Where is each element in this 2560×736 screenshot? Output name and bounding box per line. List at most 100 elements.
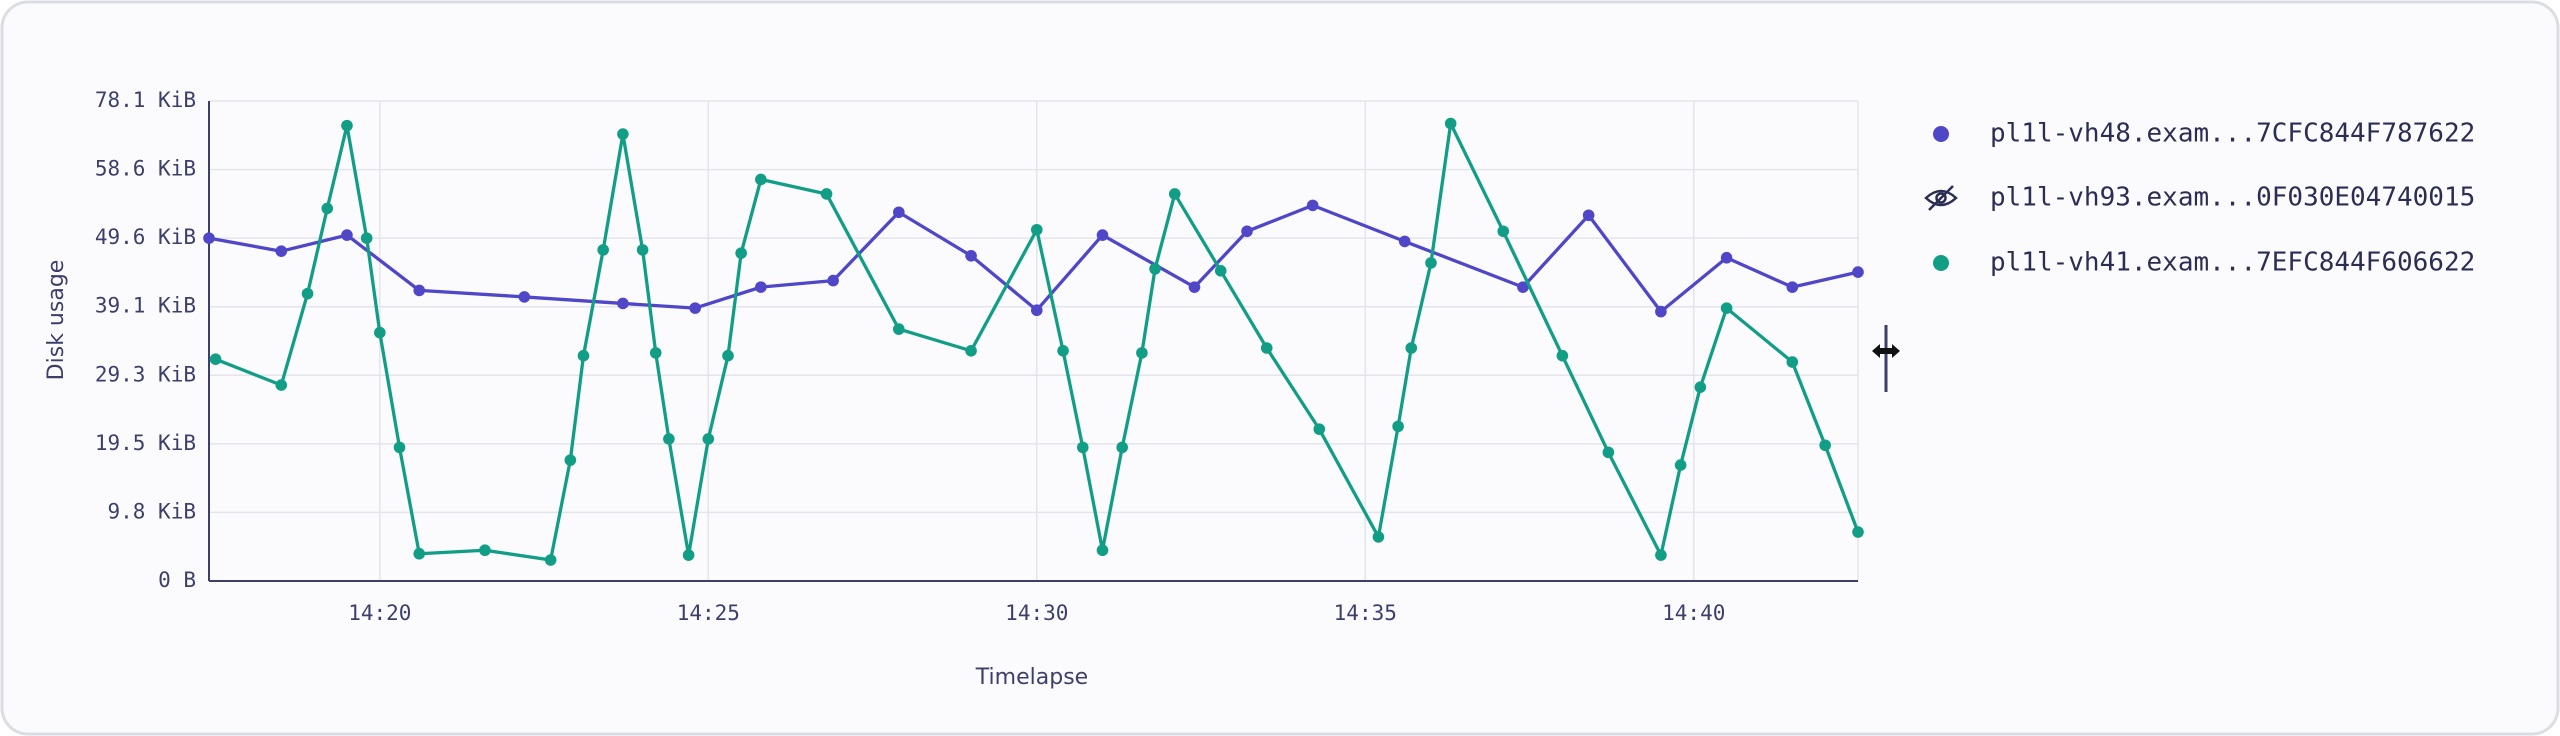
data-point — [663, 433, 675, 445]
x-tick-label: 14:20 — [348, 601, 411, 625]
legend-label[interactable]: pl1l-vh41.exam...7EFC844F606622 — [1990, 248, 2475, 278]
y-axis-label: Disk usage — [44, 260, 69, 381]
data-point — [203, 232, 215, 244]
data-point — [735, 247, 747, 259]
data-point — [1517, 281, 1529, 293]
data-point — [1556, 349, 1569, 362]
data-point — [755, 173, 767, 186]
data-point — [1096, 229, 1109, 241]
legend-marker[interactable] — [1933, 255, 1949, 271]
legend-label[interactable]: pl1l-vh48.exam...7CFC844F787622 — [1990, 119, 2475, 149]
data-point — [518, 291, 531, 303]
data-point — [1030, 223, 1043, 236]
data-point — [1076, 441, 1089, 454]
y-tick-label: 58.6 KiB — [95, 157, 196, 181]
x-axis-label: Timelapse — [975, 665, 1088, 690]
data-point — [1786, 356, 1799, 368]
data-point — [275, 245, 288, 258]
data-point — [577, 349, 590, 362]
data-point — [649, 347, 662, 359]
data-point — [1096, 544, 1109, 557]
data-point — [1425, 257, 1437, 269]
data-point — [1852, 526, 1864, 538]
y-tick-label: 9.8 KiB — [107, 499, 196, 523]
data-point — [1720, 302, 1733, 314]
data-point — [1136, 347, 1148, 359]
data-point — [393, 441, 406, 454]
data-point — [827, 274, 839, 287]
data-point — [1306, 199, 1319, 212]
y-tick-label: 78.1 KiB — [95, 88, 196, 112]
data-point — [682, 549, 695, 561]
data-point — [1582, 209, 1595, 222]
data-point — [544, 554, 557, 566]
data-point — [341, 229, 353, 241]
data-point — [1313, 423, 1326, 435]
data-point — [1819, 439, 1831, 452]
data-point — [1497, 225, 1510, 238]
data-point — [1372, 531, 1385, 543]
legend-marker[interactable] — [1933, 126, 1949, 142]
data-point — [1444, 117, 1457, 130]
data-point — [1392, 420, 1404, 433]
data-point — [1655, 549, 1667, 561]
data-point — [617, 297, 629, 310]
x-tick-label: 14:30 — [1005, 601, 1068, 625]
data-point — [965, 249, 977, 262]
data-point — [893, 323, 905, 335]
hidden-icon[interactable] — [1924, 185, 1958, 211]
data-point — [702, 433, 715, 445]
y-tick-label: 49.6 KiB — [95, 225, 196, 249]
data-point — [965, 344, 977, 357]
x-tick-label: 14:40 — [1662, 601, 1725, 625]
data-point — [360, 232, 373, 244]
data-point — [755, 281, 767, 293]
data-point — [893, 206, 905, 219]
data-point — [1241, 225, 1253, 238]
cursor — [1872, 325, 1900, 392]
data-point — [722, 349, 734, 362]
y-tick-label: 0 B — [158, 568, 196, 592]
data-point — [374, 326, 386, 339]
data-point — [1655, 305, 1667, 318]
data-point — [617, 128, 629, 140]
data-point — [1720, 251, 1733, 264]
data-point — [820, 188, 833, 200]
data-point — [689, 302, 701, 314]
data-point — [1674, 459, 1687, 471]
data-point — [1214, 264, 1227, 277]
x-tick-label: 14:35 — [1334, 601, 1397, 625]
data-point — [564, 454, 577, 466]
data-point — [1057, 344, 1069, 357]
data-point — [275, 379, 288, 391]
legend-label[interactable]: pl1l-vh93.exam...0F030E04740015 — [1990, 183, 2475, 213]
series-line — [214, 121, 1860, 562]
data-point — [1694, 381, 1707, 393]
data-point — [301, 287, 314, 300]
data-point — [1149, 263, 1161, 275]
data-point — [1030, 304, 1043, 317]
data-point — [321, 202, 334, 215]
data-point — [1852, 266, 1864, 278]
data-point — [413, 547, 426, 560]
y-tick-label: 29.3 KiB — [95, 362, 196, 386]
data-point — [341, 119, 353, 132]
data-point — [1602, 446, 1615, 459]
data-point — [1398, 235, 1411, 248]
data-point — [597, 244, 609, 256]
y-tick-label: 39.1 KiB — [95, 294, 196, 318]
data-point — [413, 284, 426, 297]
data-point — [1188, 281, 1201, 293]
data-point — [1786, 281, 1799, 293]
data-point — [1168, 188, 1181, 200]
data-point — [1260, 342, 1273, 354]
y-tick-label: 19.5 KiB — [95, 431, 196, 455]
data-point — [209, 353, 222, 365]
data-point — [1405, 342, 1418, 354]
x-tick-label: 14:25 — [677, 601, 740, 625]
data-point — [1116, 441, 1128, 454]
data-point — [479, 544, 491, 557]
data-point — [636, 244, 649, 256]
